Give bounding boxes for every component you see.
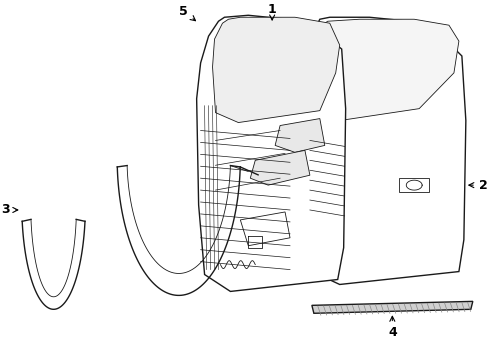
Text: 2: 2 — [468, 179, 487, 192]
Polygon shape — [196, 15, 345, 292]
Text: 1: 1 — [267, 3, 276, 20]
Polygon shape — [240, 212, 289, 246]
Text: 3: 3 — [1, 203, 18, 216]
Polygon shape — [399, 178, 428, 192]
Polygon shape — [275, 118, 324, 152]
Text: 5: 5 — [179, 5, 195, 21]
Polygon shape — [299, 17, 465, 284]
Polygon shape — [311, 301, 472, 313]
Polygon shape — [311, 19, 458, 121]
Polygon shape — [250, 150, 309, 185]
Polygon shape — [212, 17, 339, 122]
Text: 4: 4 — [387, 316, 396, 339]
